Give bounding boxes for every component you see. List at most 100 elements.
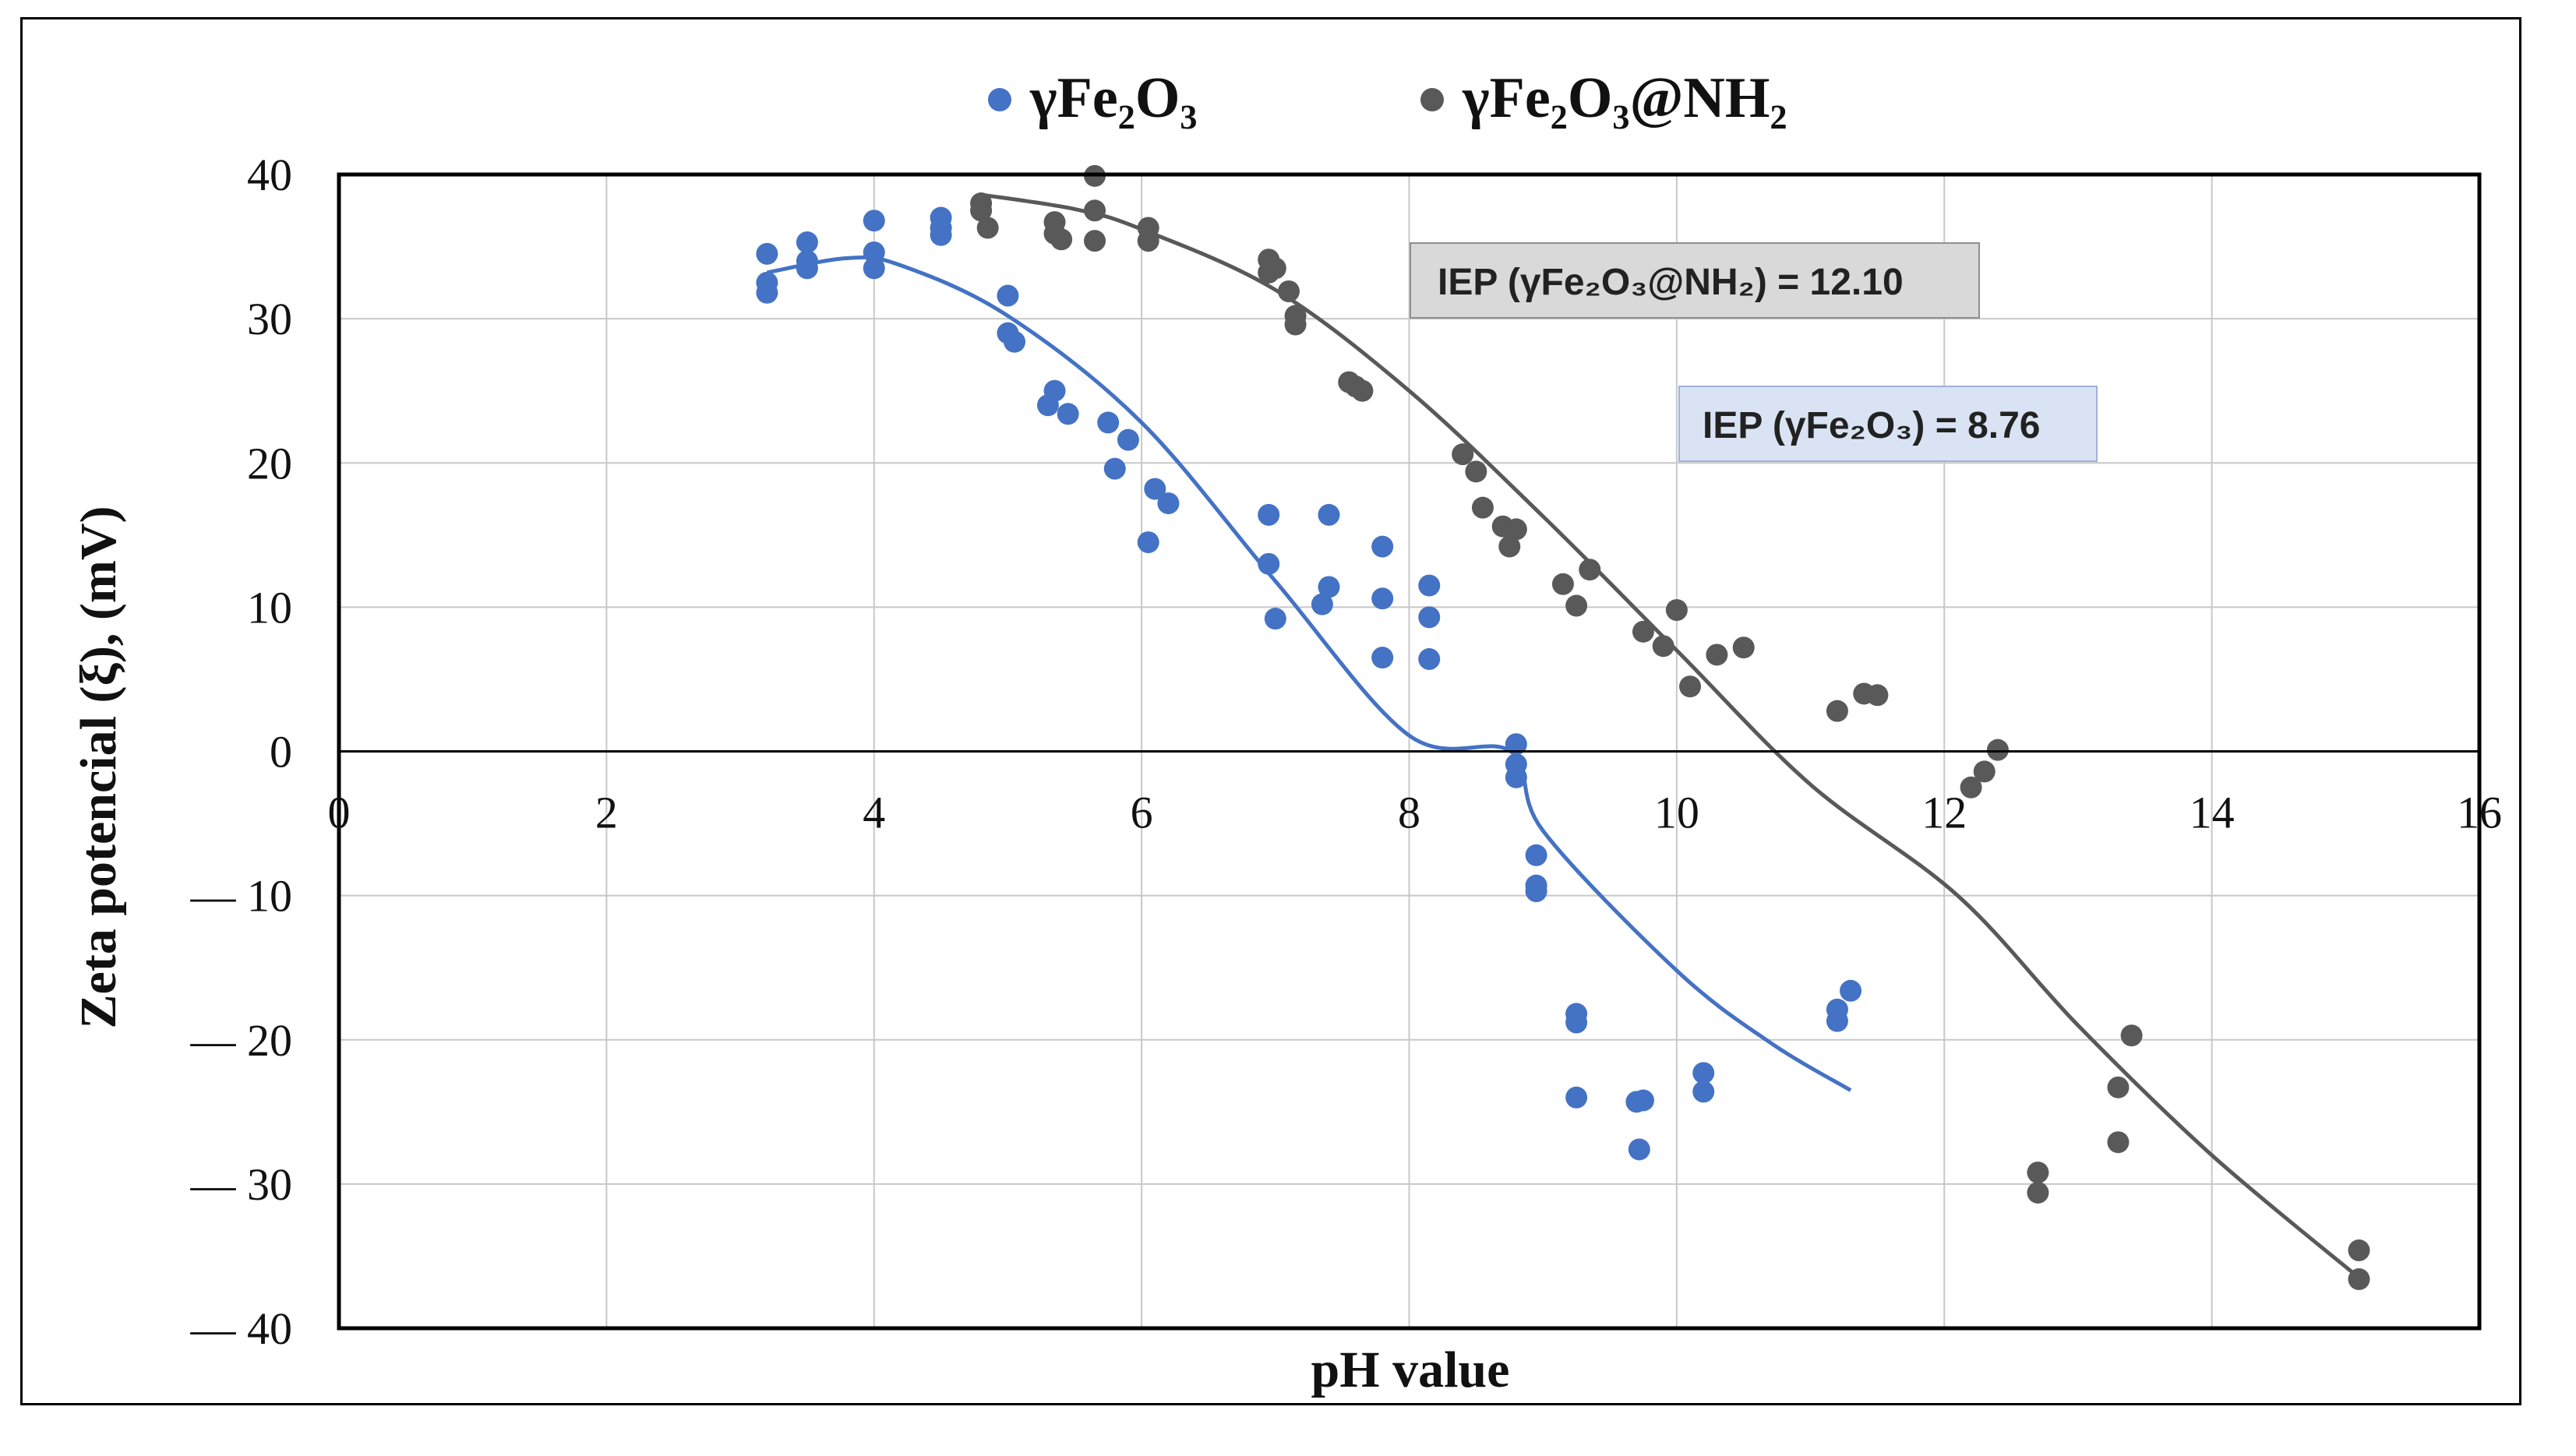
point-gamma-fe2o3-nh2 — [1973, 760, 1996, 783]
y-tick-label: — 40 — [190, 1303, 293, 1354]
point-gamma-fe2o3 — [1318, 576, 1340, 598]
point-gamma-fe2o3 — [1137, 531, 1159, 554]
point-gamma-fe2o3 — [1311, 593, 1333, 615]
point-gamma-fe2o3-nh2 — [2027, 1162, 2049, 1184]
point-gamma-fe2o3 — [930, 224, 952, 246]
x-tick-label: 6 — [1131, 788, 1153, 838]
point-gamma-fe2o3 — [1525, 844, 1547, 866]
point-gamma-fe2o3-nh2 — [1826, 700, 1848, 722]
annotation-text-iep-fe2o3: IEP (γFe₂O₃) = 8.76 — [1703, 405, 2041, 446]
point-gamma-fe2o3 — [1418, 606, 1441, 629]
point-gamma-fe2o3 — [1371, 647, 1394, 669]
point-gamma-fe2o3-nh2 — [976, 217, 999, 239]
point-gamma-fe2o3-nh2 — [1632, 620, 1654, 643]
point-gamma-fe2o3 — [863, 241, 885, 263]
point-gamma-fe2o3 — [1692, 1062, 1715, 1084]
point-gamma-fe2o3 — [1144, 478, 1166, 500]
y-tick-label: 0 — [270, 727, 292, 777]
annotation-iep-nh2: IEP (γFe₂O₃@NH₂) = 12.10 — [1410, 242, 1980, 319]
trend-line-gamma-fe2o3-nh2 — [980, 192, 2361, 1280]
point-gamma-fe2o3-nh2 — [2027, 1181, 2049, 1204]
legend: γFe₂O₃ γFe₂O₃@NH₂ — [988, 66, 1787, 130]
trend-lines — [766, 192, 2361, 1280]
x-tick-label: 2 — [595, 788, 618, 838]
point-gamma-fe2o3-nh2 — [2348, 1268, 2370, 1291]
point-gamma-fe2o3-nh2 — [1277, 280, 1300, 302]
x-tick-label: 0 — [328, 788, 351, 838]
point-gamma-fe2o3 — [1565, 1011, 1588, 1034]
x-axis-title: pH value — [1311, 1341, 1510, 1398]
point-gamma-fe2o3 — [997, 284, 1019, 307]
point-gamma-fe2o3-nh2 — [1652, 635, 1674, 657]
x-tick-label: 12 — [1921, 788, 1967, 838]
point-gamma-fe2o3-nh2 — [1452, 443, 1474, 466]
y-axis-title: Zeta potencial (ξ), (mV) — [70, 506, 127, 1029]
point-gamma-fe2o3 — [1826, 1010, 1848, 1032]
point-gamma-fe2o3-nh2 — [1986, 739, 2009, 761]
y-tick-label: — 10 — [190, 871, 293, 922]
point-gamma-fe2o3 — [756, 242, 778, 265]
point-gamma-fe2o3-nh2 — [1050, 228, 1073, 251]
point-gamma-fe2o3-nh2 — [1465, 460, 1487, 483]
x-tick-label: 4 — [863, 788, 885, 838]
point-gamma-fe2o3-nh2 — [1471, 496, 1494, 519]
annotation-text-iep-nh2: IEP (γFe₂O₃@NH₂) = 12.10 — [1438, 262, 1904, 303]
point-gamma-fe2o3-nh2 — [2107, 1076, 2130, 1098]
point-gamma-fe2o3-nh2 — [2348, 1239, 2370, 1262]
point-gamma-fe2o3 — [1043, 379, 1066, 402]
point-gamma-fe2o3-nh2 — [1284, 313, 1307, 336]
point-gamma-fe2o3-nh2 — [1732, 636, 1755, 659]
point-gamma-fe2o3 — [1258, 503, 1280, 526]
y-tick-label: — 20 — [190, 1015, 293, 1066]
point-gamma-fe2o3-nh2 — [1351, 379, 1374, 402]
point-gamma-fe2o3-nh2 — [1866, 684, 1889, 707]
legend-marker-gamma-fe2o3-nh2 — [1420, 88, 1444, 111]
x-tick-label: 16 — [2457, 788, 2502, 838]
legend-marker-gamma-fe2o3 — [988, 88, 1011, 111]
point-gamma-fe2o3 — [1097, 411, 1120, 434]
point-gamma-fe2o3 — [1840, 979, 1862, 1002]
point-gamma-fe2o3 — [1418, 574, 1441, 597]
point-gamma-fe2o3-nh2 — [2107, 1131, 2130, 1154]
legend-label-gamma-fe2o3-nh2: γFe₂O₃@NH₂ — [1462, 66, 1787, 130]
point-gamma-fe2o3-nh2 — [1579, 559, 1601, 581]
point-gamma-fe2o3-nh2 — [1960, 776, 1982, 799]
x-axis-ticks: 0 2 4 6 8 10 12 14 16 — [328, 788, 2503, 838]
point-gamma-fe2o3 — [1628, 1138, 1650, 1161]
y-tick-label: 10 — [247, 582, 292, 633]
point-gamma-fe2o3 — [1057, 403, 1079, 425]
chart-frame — [20, 17, 2521, 1405]
point-gamma-fe2o3 — [1505, 766, 1527, 788]
point-gamma-fe2o3-nh2 — [1665, 599, 1688, 622]
point-gamma-fe2o3-nh2 — [1264, 257, 1286, 280]
point-gamma-fe2o3 — [1258, 552, 1280, 575]
point-gamma-fe2o3 — [1157, 492, 1180, 515]
point-gamma-fe2o3 — [796, 257, 818, 280]
legend-label-gamma-fe2o3: γFe₂O₃ — [1029, 66, 1198, 130]
point-gamma-fe2o3 — [1505, 733, 1527, 756]
point-gamma-fe2o3 — [1103, 457, 1126, 480]
point-gamma-fe2o3 — [1318, 503, 1340, 526]
point-gamma-fe2o3 — [863, 210, 885, 232]
point-gamma-fe2o3 — [1692, 1081, 1715, 1103]
y-tick-label: 40 — [247, 150, 292, 200]
point-gamma-fe2o3 — [1632, 1089, 1654, 1112]
x-tick-label: 10 — [1654, 788, 1699, 838]
point-gamma-fe2o3 — [1565, 1086, 1588, 1109]
trend-line-gamma-fe2o3 — [766, 255, 1852, 1092]
point-gamma-fe2o3 — [1371, 587, 1394, 610]
point-gamma-fe2o3-nh2 — [1084, 230, 1106, 252]
x-tick-label: 14 — [2190, 788, 2235, 838]
y-axis-ticks: 40 30 20 10 0 — 10 — 20 — 30 — 40 — [190, 150, 293, 1354]
point-gamma-fe2o3-nh2 — [2120, 1024, 2143, 1047]
point-gamma-fe2o3 — [1004, 330, 1026, 353]
point-gamma-fe2o3 — [863, 257, 885, 280]
point-gamma-fe2o3 — [796, 231, 818, 254]
point-gamma-fe2o3-nh2 — [1706, 643, 1728, 666]
y-tick-label: 20 — [247, 438, 292, 488]
x-tick-label: 8 — [1398, 788, 1420, 838]
point-gamma-fe2o3 — [1371, 535, 1394, 558]
annotation-box-iep-fe2o3 — [1678, 386, 2098, 462]
annotation-iep-fe2o3: IEP (γFe₂O₃) = 8.76 — [1678, 386, 2098, 462]
